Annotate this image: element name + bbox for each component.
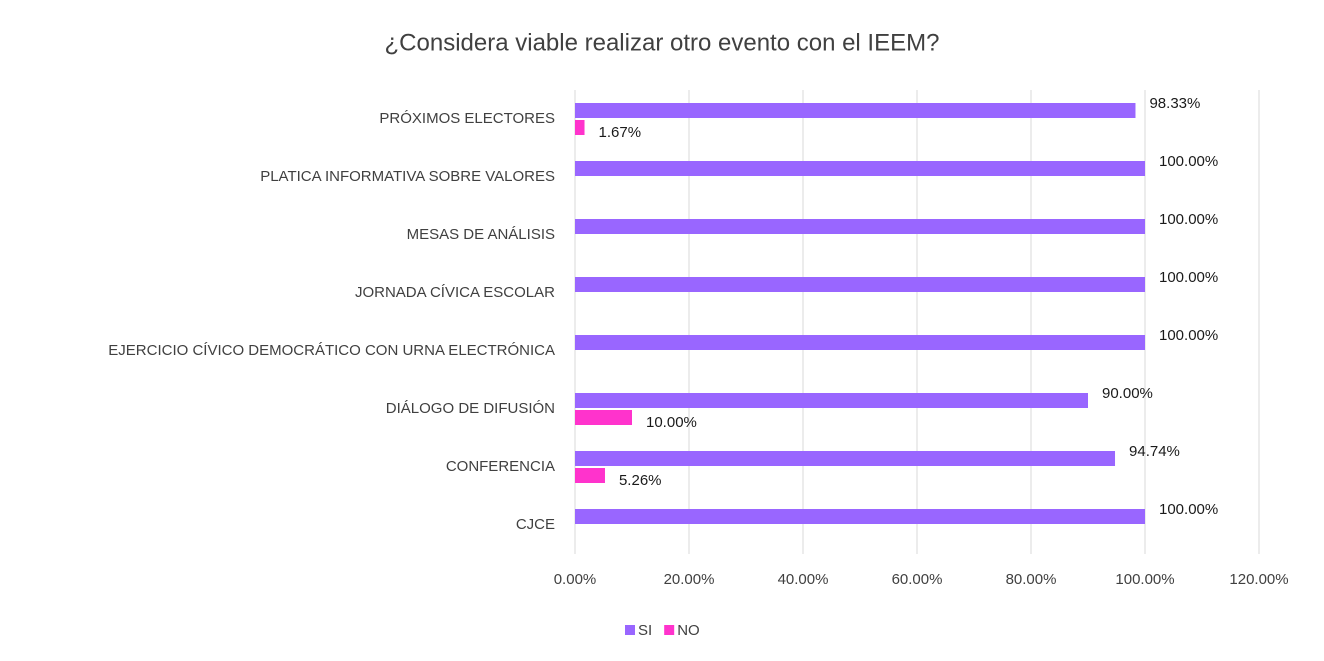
bar — [575, 335, 1145, 350]
data-label: 100.00% — [1159, 211, 1218, 228]
x-tick-label: 20.00% — [664, 571, 715, 588]
bar — [575, 509, 1145, 524]
y-tick-label: JORNADA CÍVICA ESCOLAR — [355, 284, 555, 301]
bar — [575, 393, 1088, 408]
data-label: 100.00% — [1159, 327, 1218, 344]
data-label: 90.00% — [1102, 385, 1153, 402]
data-label: 5.26% — [619, 472, 662, 489]
x-tick-label: 0.00% — [554, 571, 597, 588]
bar — [575, 219, 1145, 234]
bar — [575, 277, 1145, 292]
y-tick-label: CONFERENCIA — [446, 458, 555, 475]
bar — [575, 120, 585, 135]
chart-title: ¿Considera viable realizar otro evento c… — [385, 29, 940, 56]
bar — [575, 468, 605, 483]
bar — [575, 103, 1136, 118]
data-label: 100.00% — [1159, 501, 1218, 518]
x-tick-label: 80.00% — [1006, 571, 1057, 588]
x-tick-label: 40.00% — [778, 571, 829, 588]
bar — [575, 161, 1145, 176]
y-tick-label: DIÁLOGO DE DIFUSIÓN — [386, 400, 555, 417]
y-tick-label: PLATICA INFORMATIVA SOBRE VALORES — [260, 168, 555, 185]
data-label: 100.00% — [1159, 153, 1218, 170]
data-label: 10.00% — [646, 414, 697, 431]
y-tick-label: MESAS DE ANÁLISIS — [407, 226, 555, 243]
legend-swatch — [664, 625, 675, 635]
x-tick-label: 60.00% — [892, 571, 943, 588]
bar — [575, 451, 1116, 466]
x-tick-label: 100.00% — [1115, 571, 1174, 588]
data-label: 100.00% — [1159, 269, 1218, 286]
data-label: 98.33% — [1149, 95, 1200, 112]
y-tick-label: EJERCICIO CÍVICO DEMOCRÁTICO CON URNA EL… — [108, 342, 555, 359]
legend-swatch — [625, 625, 635, 635]
legend-label: SI — [638, 622, 652, 639]
legend-label: NO — [677, 622, 700, 639]
data-label: 1.67% — [599, 124, 642, 141]
y-tick-label: PRÓXIMOS ELECTORES — [379, 110, 555, 127]
x-tick-label: 120.00% — [1229, 571, 1288, 588]
data-label: 94.74% — [1129, 443, 1180, 460]
y-tick-label: CJCE — [516, 516, 555, 533]
bar — [575, 410, 632, 425]
